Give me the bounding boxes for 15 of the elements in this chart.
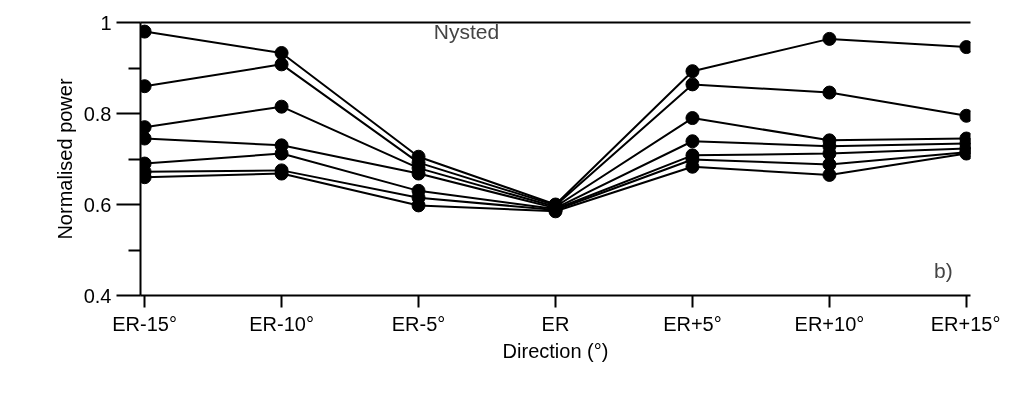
- y-tick-label: 0.8: [83, 102, 112, 125]
- y-tick-label: 0.6: [83, 193, 112, 216]
- y-tick-label: 0.4: [83, 284, 112, 307]
- x-tick-label: ER+5°: [663, 312, 722, 335]
- y-tick-label: 1: [100, 11, 112, 34]
- annotation: Nysted: [433, 19, 500, 43]
- x-tick-label: ER+15°: [930, 312, 1001, 335]
- x-tick-label: ER-5°: [391, 312, 446, 335]
- y-axis-title: Normalised power: [53, 78, 76, 240]
- x-tick-label: ER: [541, 312, 570, 335]
- x-tick-label: ER+10°: [794, 312, 865, 335]
- x-tick-label: ER-10°: [249, 312, 314, 335]
- x-axis-title: Direction (°): [502, 339, 609, 362]
- annotation: b): [934, 258, 953, 282]
- x-tick-label: ER-15°: [112, 312, 177, 335]
